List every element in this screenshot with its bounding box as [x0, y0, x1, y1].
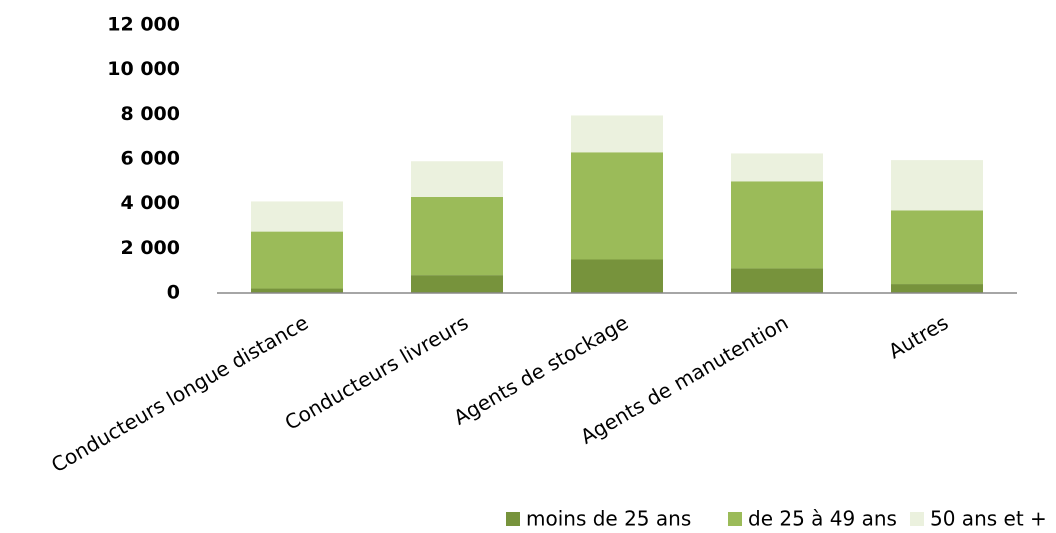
bar-segment: [891, 210, 983, 285]
bar-segment: [251, 201, 343, 232]
y-tick-label: 12 000: [107, 14, 180, 36]
legend-swatch: [910, 512, 924, 526]
y-tick-label: 0: [167, 282, 180, 304]
y-tick-label: 8 000: [121, 103, 181, 125]
x-tick-label: Conducteurs longue distance: [47, 310, 312, 477]
legend-label: 50 ans et +: [930, 507, 1047, 531]
bar-segment: [731, 153, 823, 182]
legend-label: de 25 à 49 ans: [748, 507, 897, 531]
y-tick-label: 4 000: [121, 192, 181, 214]
legend-swatch: [728, 512, 742, 526]
bar-segment: [251, 288, 343, 293]
bar-segment: [891, 160, 983, 211]
bar-segment: [891, 284, 983, 293]
bar-segment: [411, 161, 503, 197]
bar-segment: [731, 268, 823, 293]
bar-segment: [731, 181, 823, 269]
bar-segment: [411, 196, 503, 276]
y-tick-label: 10 000: [107, 58, 180, 80]
bar-segment: [251, 231, 343, 289]
y-tick-label: 6 000: [121, 148, 181, 170]
y-tick-label: 2 000: [121, 237, 181, 259]
bar-segment: [571, 259, 663, 293]
legend-swatch: [506, 512, 520, 526]
legend-label: moins de 25 ans: [526, 507, 691, 531]
bar-segment: [571, 152, 663, 260]
bar-segment: [571, 115, 663, 153]
bar-segment: [411, 275, 503, 293]
x-tick-label: Autres: [884, 310, 952, 363]
